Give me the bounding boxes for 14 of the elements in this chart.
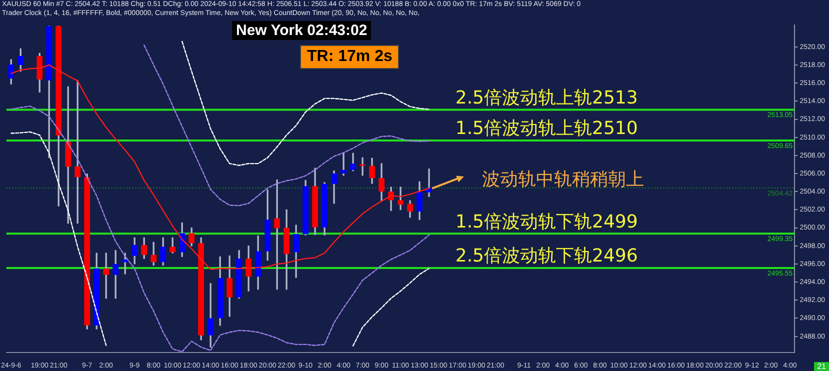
annotation: 1.5倍波动轨上轨2510 (455, 118, 638, 140)
candlestick (340, 152, 346, 176)
text: 21 (814, 362, 829, 371)
line-series (143, 44, 430, 206)
candlestick (398, 186, 404, 210)
annotation: 2.5倍波动轨上轨2513 (455, 87, 638, 108)
candlestick (274, 180, 280, 290)
candlestick (360, 157, 366, 176)
annotation: New York 02:43:02 (232, 21, 372, 40)
annotation: TR: 17m 2s (300, 45, 400, 69)
annotation: 波动轨中轨稍稍朝上 (482, 169, 644, 190)
annotation: 2.5倍波动轨下轨2496 (455, 246, 638, 267)
line-series (181, 40, 430, 166)
annotation: 1.5倍波动轨下轨2499 (455, 211, 638, 232)
